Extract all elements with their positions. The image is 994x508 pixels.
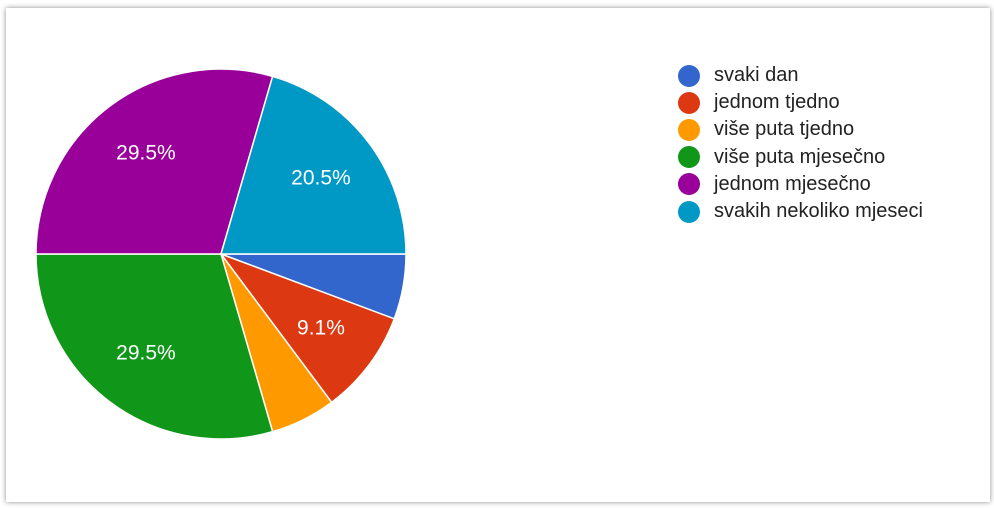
legend-item[interactable]: svakih nekoliko mjeseci [678, 198, 923, 225]
legend-item[interactable]: više puta tjedno [678, 116, 923, 143]
legend-item[interactable]: jednom tjedno [678, 89, 923, 116]
legend-label: svaki dan [714, 64, 799, 87]
legend-label: jednom tjedno [714, 91, 840, 114]
pie-slice-4[interactable] [35, 68, 274, 255]
legend-item[interactable]: jednom mjesečno [678, 171, 923, 198]
slice-data-label-1: 9.1% [297, 317, 345, 340]
legend-label: više puta tjedno [714, 118, 855, 141]
legend-swatch [678, 118, 700, 141]
legend-swatch [678, 200, 700, 223]
slice-data-label-4: 29.5% [116, 142, 176, 165]
pie-slice-5[interactable] [220, 75, 407, 255]
legend-swatch [678, 91, 700, 114]
legend-label: svakih nekoliko mjeseci [714, 200, 923, 223]
legend-swatch [678, 64, 700, 87]
legend-label: više puta mjesečno [714, 145, 886, 168]
legend-item[interactable]: svaki dan [678, 62, 923, 89]
legend-label: jednom mjesečno [714, 172, 871, 195]
slice-data-label-5: 20.5% [291, 166, 351, 189]
legend: svaki dan jednom tjedno više puta tjedno vi… [678, 62, 923, 225]
pie-slice-3[interactable] [35, 253, 274, 440]
slice-data-label-3: 29.5% [116, 342, 176, 365]
legend-item[interactable]: više puta mjesečno [678, 144, 923, 171]
legend-swatch [678, 146, 700, 169]
pie-slice-1[interactable] [218, 252, 396, 404]
legend-swatch [678, 173, 700, 196]
